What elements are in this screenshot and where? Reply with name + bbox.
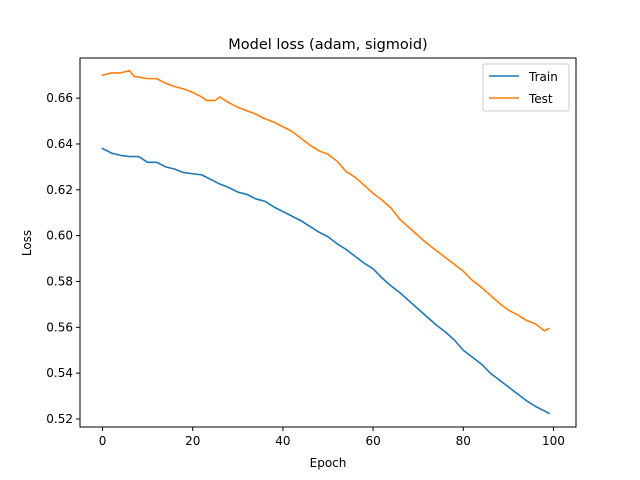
x-tick-label: 40 [275, 434, 290, 448]
series-line-train [101, 147, 551, 415]
legend-label-test: Test [528, 92, 553, 106]
y-tick-label: 0.52 [46, 412, 73, 426]
legend-label-train: Train [528, 70, 558, 84]
y-tick-label: 0.64 [46, 137, 73, 151]
chart-title: Model loss (adam, sigmoid) [228, 37, 427, 53]
plot-frame [79, 57, 577, 428]
plot-lines [101, 69, 551, 415]
x-tick-label: 100 [542, 434, 565, 448]
y-tick-label: 0.56 [46, 320, 73, 334]
y-axis-label: Loss [20, 230, 34, 256]
y-tick-label: 0.60 [46, 229, 73, 243]
x-tick-label: 80 [456, 434, 471, 448]
series-line-test [101, 69, 551, 332]
y-tick-label: 0.58 [46, 274, 73, 288]
y-tick-label: 0.62 [46, 183, 73, 197]
legend: Train Test [482, 63, 570, 112]
x-tick-label: 60 [365, 434, 380, 448]
x-axis-label: Epoch [310, 456, 347, 470]
y-axis: 0.52 0.54 0.56 0.58 0.60 0.62 0.64 0.66 [46, 91, 80, 426]
x-tick-label: 20 [185, 434, 200, 448]
y-tick-label: 0.54 [46, 366, 73, 380]
x-tick-label: 0 [99, 434, 107, 448]
x-axis: 0 20 40 60 80 100 [99, 427, 565, 448]
y-tick-label: 0.66 [46, 91, 73, 105]
